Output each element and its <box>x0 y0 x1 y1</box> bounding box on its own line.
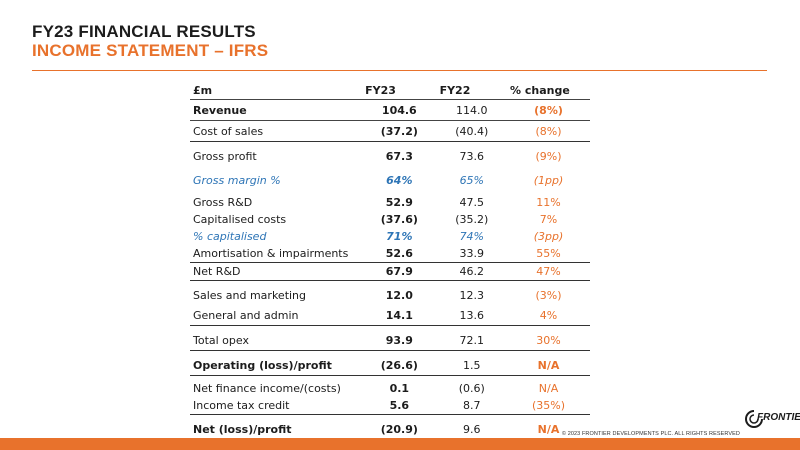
row-label: Gross profit <box>193 149 257 163</box>
column-header-change: % change <box>507 82 590 100</box>
column-header-fy22: FY22 <box>436 82 508 100</box>
row-fy23-value: (20.9) <box>362 414 437 440</box>
row-label: Revenue <box>190 99 363 121</box>
row-fy23-value: 64% <box>386 173 413 187</box>
row-change-value: (35%) <box>507 397 590 415</box>
row-fy23-value: 0.1 <box>389 382 410 395</box>
row-fy23-value: 67.3 <box>385 149 413 163</box>
table-row-total-opex: Total opex 93.9 72.1 30% <box>190 325 590 351</box>
row-fy22-value: 47.5 <box>459 196 485 209</box>
row-fy23-value: 93.9 <box>362 325 437 351</box>
row-change-value: 47% <box>507 262 590 281</box>
row-change-value: 55% <box>507 245 590 263</box>
row-label: Net (loss)/profit <box>190 414 363 440</box>
table-row-capitalised-costs: Capitalised costs (37.6) (35.2) 7% <box>190 211 590 228</box>
column-header-label: £m <box>190 82 363 100</box>
table-row-income-tax: Income tax credit 5.6 8.7 (35%) <box>190 397 590 415</box>
row-fy23-value: (37.2) <box>362 120 437 142</box>
row-label: Capitalised costs <box>193 213 287 226</box>
row-fy22-value: 9.6 <box>436 414 508 440</box>
table-header-row: £m FY23 FY22 % change <box>190 82 590 100</box>
row-change-value: (1pp) <box>533 173 564 187</box>
table-row-gross-profit: Gross profit 67.3 73.6 (9%) <box>190 142 590 167</box>
row-label: Cost of sales <box>190 120 363 142</box>
row-fy22-value: 65% <box>459 173 485 187</box>
income-statement-table: £m FY23 FY22 % change Revenue 104.6 114.… <box>190 82 590 440</box>
table-row-net-rd: Net R&D 67.9 46.2 47% <box>190 262 590 281</box>
table-row-net-finance: Net finance income/(costs) 0.1 (0.6) N/A <box>190 376 590 398</box>
row-change-value: 11% <box>536 196 561 209</box>
row-fy22-value: 13.6 <box>436 305 508 326</box>
row-fy23-value: (37.6) <box>380 213 418 226</box>
column-header-fy23: FY23 <box>362 82 437 100</box>
row-change-value: 4% <box>507 305 590 326</box>
table-row-general-admin: General and admin 14.1 13.6 4% <box>190 305 590 326</box>
row-fy23-value: 52.9 <box>385 196 413 209</box>
row-change-value: 7% <box>539 213 558 226</box>
row-label: Gross margin % <box>193 173 281 187</box>
row-label: Total opex <box>190 325 363 351</box>
row-change-value: N/A <box>507 350 590 376</box>
row-label: Net R&D <box>190 262 363 281</box>
row-label: Amortisation & impairments <box>190 245 363 263</box>
row-label: Sales and marketing <box>193 288 307 302</box>
table-row-percent-capitalised: % capitalised 71% 74% (3pp) <box>190 228 590 245</box>
row-change-value: (8%) <box>507 99 590 121</box>
row-fy22-value: (35.2) <box>455 213 489 226</box>
row-fy23-value: 52.6 <box>362 245 437 263</box>
footer-bar <box>0 438 800 450</box>
row-fy23-value: 14.1 <box>362 305 437 326</box>
row-change-value: N/A <box>538 382 559 395</box>
logo-text: FRONTIER <box>757 412 800 423</box>
title-divider <box>32 70 767 71</box>
copyright-notice: © 2023 FRONTIER DEVELOPMENTS PLC. ALL RI… <box>561 431 740 437</box>
frontier-logo: FRONTIER <box>744 410 800 428</box>
slide-title: FY23 FINANCIAL RESULTS <box>32 22 256 41</box>
row-fy23-value: 5.6 <box>362 397 437 415</box>
row-label: General and admin <box>190 305 363 326</box>
row-fy22-value: 33.9 <box>436 245 508 263</box>
row-fy23-value: (26.6) <box>362 350 437 376</box>
row-change-value: 30% <box>507 325 590 351</box>
table-row-net-result: Net (loss)/profit (20.9) 9.6 N/A <box>190 414 590 440</box>
table-row-revenue: Revenue 104.6 114.0 (8%) <box>190 99 590 121</box>
row-label: Gross R&D <box>193 196 253 209</box>
row-fy22-value: (40.4) <box>436 120 508 142</box>
row-fy23-value: 67.9 <box>362 262 437 281</box>
row-change-value: (8%) <box>507 120 590 142</box>
row-fy22-value: 12.3 <box>459 288 485 302</box>
row-fy23-value: 71% <box>386 230 413 243</box>
row-fy23-value: 12.0 <box>385 288 413 302</box>
row-change-value: (9%) <box>535 149 562 163</box>
row-fy22-value: 1.5 <box>436 350 508 376</box>
row-label: Income tax credit <box>190 397 363 415</box>
row-change-value: N/A <box>507 414 590 440</box>
row-fy22-value: 114.0 <box>436 99 508 121</box>
row-fy22-value: (0.6) <box>458 382 485 395</box>
row-label: % capitalised <box>193 230 267 243</box>
table-row-operating-result: Operating (loss)/profit (26.6) 1.5 N/A <box>190 350 590 376</box>
row-change-value: (3%) <box>535 288 562 302</box>
row-label: Net finance income/(costs) <box>193 382 341 395</box>
row-fy22-value: 72.1 <box>436 325 508 351</box>
row-fy22-value: 73.6 <box>459 149 485 163</box>
table-row-gross-margin: Gross margin % 64% 65% (1pp) <box>190 166 590 190</box>
frontier-logo-mark-icon <box>745 410 763 428</box>
table-row-sales-marketing: Sales and marketing 12.0 12.3 (3%) <box>190 281 590 306</box>
row-fy22-value: 8.7 <box>436 397 508 415</box>
table-row-amortisation: Amortisation & impairments 52.6 33.9 55% <box>190 245 590 263</box>
table-row-gross-rd: Gross R&D 52.9 47.5 11% <box>190 190 590 211</box>
row-fy23-value: 104.6 <box>362 99 437 121</box>
row-fy22-value: 74% <box>459 230 485 243</box>
row-fy22-value: 46.2 <box>436 262 508 281</box>
row-label: Operating (loss)/profit <box>190 350 363 376</box>
slide-subtitle: INCOME STATEMENT – IFRS <box>32 41 269 60</box>
row-change-value: (3pp) <box>533 230 564 243</box>
table-row-cost-of-sales: Cost of sales (37.2) (40.4) (8%) <box>190 120 590 142</box>
